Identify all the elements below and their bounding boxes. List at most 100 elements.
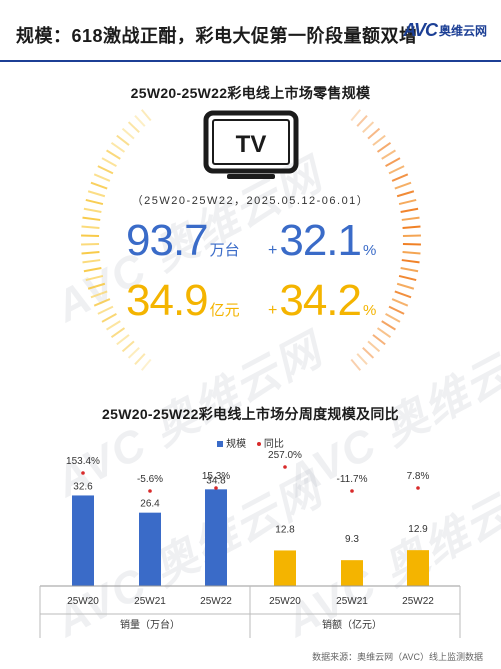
legend-item-yoy: 同比	[256, 439, 284, 450]
arc-tick	[134, 353, 146, 365]
bar	[205, 489, 227, 586]
arc-tick	[400, 267, 419, 273]
volume-growth-stat: +32.1%	[268, 216, 376, 266]
arc-tick	[356, 115, 368, 127]
volume-growth-sign: +	[268, 242, 278, 259]
arc-tick	[394, 181, 412, 190]
arc-tick	[385, 157, 401, 167]
volume-stat: 93.7 万台	[126, 216, 240, 266]
arc-tick	[127, 121, 140, 133]
arc-tick	[81, 225, 100, 229]
tv-label: TV	[236, 131, 267, 158]
brand-logo: AVC 奥维云网	[403, 18, 487, 42]
bar	[72, 495, 94, 586]
arc-tick	[388, 165, 405, 175]
bar	[341, 560, 363, 586]
arc-tick	[90, 290, 108, 299]
arc-tick	[101, 157, 117, 167]
arc-tick	[401, 259, 420, 264]
arc-tick	[385, 313, 401, 323]
yoy-label: -11.7%	[337, 474, 368, 485]
tv-icon	[203, 110, 299, 179]
legend-label: 同比	[263, 439, 284, 450]
revenue-growth-value: 34.2	[279, 276, 362, 325]
arc-tick	[90, 181, 108, 190]
arc-tick	[398, 198, 417, 206]
arc-tick	[116, 134, 130, 146]
arc-tick	[82, 259, 101, 264]
yoy-dot	[81, 471, 85, 475]
arc-tick	[116, 334, 130, 346]
revenue-growth-sign: +	[268, 302, 278, 319]
group-label: 销量（万台）	[120, 618, 180, 631]
period-label: （25W20-25W22，2025.05.12-06.01）	[131, 195, 370, 207]
left-arc-decoration	[81, 109, 152, 371]
yoy-dot	[148, 489, 152, 493]
arc-tick	[367, 127, 381, 140]
arc-tick	[140, 109, 152, 122]
page-title: 规模：618激战正酣，彩电大促第一阶段量额双增	[16, 26, 418, 46]
category-label: 25W22	[200, 596, 232, 607]
arc-tick	[396, 190, 415, 198]
bar-value-label: 12.8	[275, 524, 295, 535]
arc-tick	[376, 327, 392, 338]
arc-tick	[87, 282, 106, 290]
arc-tick	[356, 353, 368, 365]
arc-tick	[85, 274, 104, 282]
category-label: 25W21	[134, 596, 166, 607]
arc-tick	[362, 347, 375, 359]
arc-tick	[121, 127, 135, 140]
arc-tick	[134, 115, 146, 127]
arc-tick	[93, 298, 111, 307]
arc-tick	[350, 109, 362, 122]
arc-tick	[93, 173, 111, 182]
arc-tick	[106, 320, 121, 331]
bar-value-label: 12.9	[408, 524, 428, 535]
volume-growth-value: 32.1	[279, 216, 362, 265]
revenue-stat: 34.9 亿元	[126, 276, 240, 326]
bar	[274, 550, 296, 586]
arc-tick	[372, 334, 386, 346]
revenue-value: 34.9	[126, 276, 209, 325]
summary-title: 25W20-25W22彩电线上市场零售规模	[130, 85, 371, 101]
right-arc-decoration	[350, 109, 421, 371]
arc-tick	[82, 216, 101, 221]
legend-label: 规模	[226, 439, 247, 450]
arc-tick	[388, 305, 405, 315]
yoy-dot	[283, 465, 287, 469]
yoy-label: -5.6%	[137, 474, 163, 485]
arc-tick	[362, 121, 375, 133]
bar	[139, 512, 161, 586]
revenue-growth-unit: %	[362, 302, 377, 319]
yoy-label: 7.8%	[407, 471, 430, 482]
group-label: 销额（亿元）	[322, 618, 382, 631]
bar-value-label: 32.6	[73, 481, 93, 492]
yoy-label: 153.4%	[66, 456, 100, 467]
arc-tick	[121, 340, 135, 353]
arc-tick	[97, 305, 114, 315]
arc-tick	[391, 173, 409, 182]
yoy-dot	[214, 486, 218, 490]
arc-tick	[106, 149, 121, 160]
revenue-growth-stat: +34.2%	[268, 276, 376, 326]
category-label: 25W20	[269, 596, 301, 607]
category-label: 25W22	[402, 596, 434, 607]
category-label: 25W20	[67, 596, 99, 607]
arc-tick	[83, 267, 102, 273]
arc-tick	[110, 142, 126, 153]
arc-tick	[350, 358, 362, 371]
volume-unit: 万台	[209, 242, 240, 259]
arc-tick	[401, 216, 420, 221]
arc-tick	[381, 149, 396, 160]
brand-name: 奥维云网	[438, 23, 487, 38]
legend-bar-swatch	[217, 441, 224, 448]
arc-tick	[87, 190, 106, 198]
arc-tick	[367, 340, 381, 353]
chart-title: 25W20-25W22彩电线上市场分周度规模及同比	[102, 406, 399, 422]
bar-value-label: 26.4	[140, 499, 160, 510]
arc-tick	[140, 358, 152, 371]
arc-tick	[398, 274, 417, 282]
volume-value: 93.7	[126, 216, 209, 265]
brand-mark: AVC	[403, 19, 438, 40]
arc-tick	[381, 320, 396, 331]
